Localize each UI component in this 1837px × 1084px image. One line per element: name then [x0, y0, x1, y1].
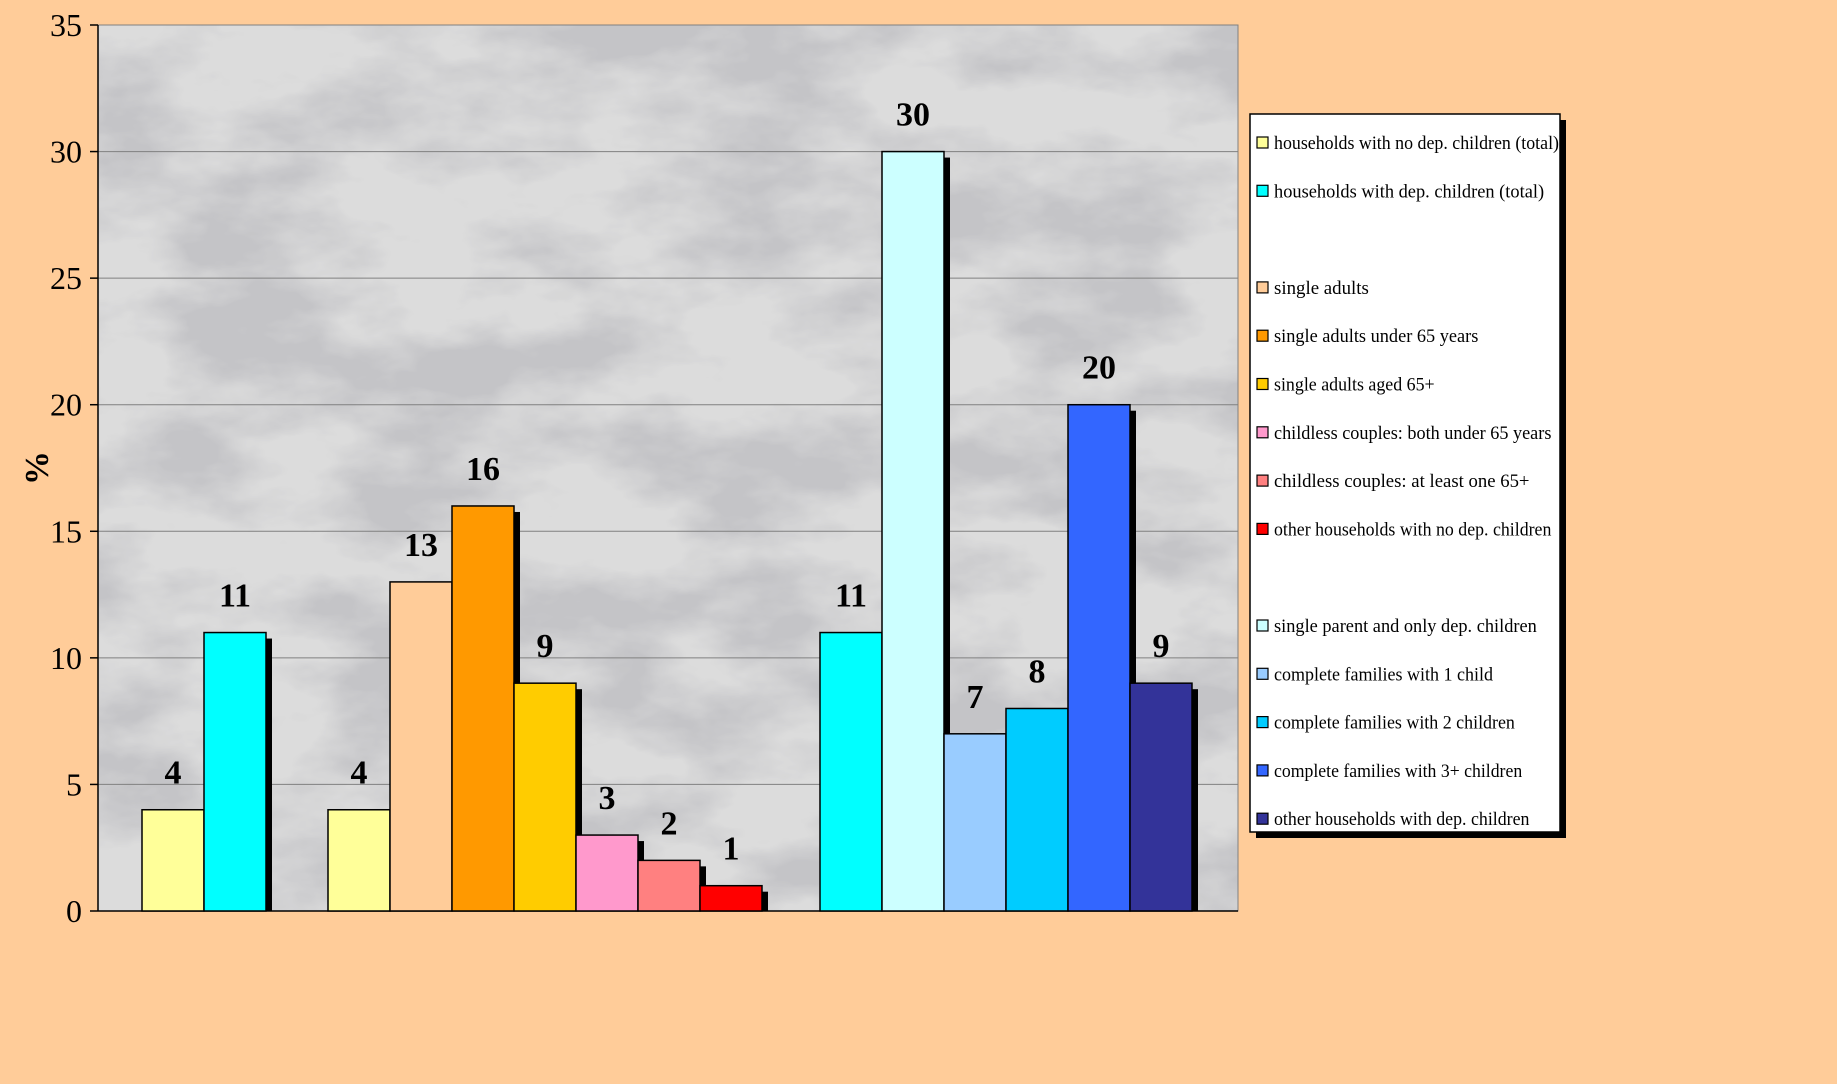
bar — [575, 834, 639, 912]
legend-label: households with dep. children (total) — [1274, 181, 1544, 202]
y-tick-label: 0 — [66, 893, 82, 929]
bar — [819, 631, 883, 912]
bar — [1067, 403, 1131, 912]
legend-label: childless couples: both under 65 years — [1274, 423, 1551, 444]
legend-swatch — [1256, 667, 1269, 680]
bar — [513, 682, 577, 912]
data-label: 9 — [1153, 628, 1170, 665]
legend: households with no dep. children (total)… — [1249, 113, 1566, 838]
data-label: 1 — [723, 831, 740, 868]
bar — [203, 631, 267, 912]
y-tick-label: 5 — [66, 766, 82, 802]
legend-label: complete families with 1 child — [1274, 664, 1493, 685]
data-label: 13 — [404, 527, 438, 564]
data-label: 2 — [661, 805, 678, 842]
data-label: 11 — [835, 578, 867, 615]
bars — [141, 150, 1198, 912]
legend-swatch — [1256, 715, 1269, 729]
legend-label: households with no dep. children (total) — [1274, 133, 1559, 154]
bar — [699, 884, 763, 912]
bar — [1005, 707, 1069, 912]
legend-swatch — [1256, 184, 1269, 197]
legend-swatch — [1256, 377, 1269, 391]
legend-swatch — [1256, 136, 1269, 149]
legend-label: complete families with 2 children — [1274, 713, 1515, 734]
data-label: 8 — [1029, 653, 1046, 690]
bar — [637, 859, 701, 912]
bar — [881, 150, 945, 912]
bar — [451, 505, 515, 912]
legend-swatch — [1256, 329, 1269, 342]
data-label: 3 — [599, 780, 616, 817]
legend-label: complete families with 3+ children — [1274, 761, 1523, 782]
y-tick-label: 35 — [50, 7, 82, 43]
data-label: 16 — [466, 451, 500, 488]
legend-label: single adults aged 65+ — [1274, 375, 1435, 396]
legend-swatch — [1256, 474, 1269, 487]
legend-swatch — [1256, 426, 1269, 439]
y-tick-label: 10 — [50, 640, 82, 676]
data-label: 9 — [537, 628, 554, 665]
bar — [1129, 682, 1193, 912]
legend-label: single adults — [1274, 278, 1369, 299]
bar — [389, 581, 453, 912]
y-tick-label: 25 — [50, 260, 82, 296]
data-label: 30 — [896, 97, 930, 134]
legend-swatch — [1256, 619, 1269, 632]
data-label: 20 — [1082, 350, 1116, 387]
y-tick-label: 15 — [50, 513, 82, 549]
y-tick-label: 20 — [50, 387, 82, 423]
legend-swatch — [1256, 812, 1269, 825]
legend-label: childless couples: at least one 65+ — [1274, 471, 1530, 492]
bar — [141, 808, 205, 912]
legend-swatch — [1256, 764, 1269, 777]
legend-swatch — [1256, 522, 1269, 536]
y-axis-label: % — [19, 451, 56, 485]
data-label: 4 — [351, 755, 368, 792]
legend-box — [1249, 113, 1561, 833]
legend-swatch — [1256, 281, 1269, 294]
legend-label: other households with no dep. children — [1274, 519, 1552, 540]
legend-label: single parent and only dep. children — [1274, 616, 1537, 637]
data-label: 11 — [219, 578, 251, 615]
data-label: 4 — [165, 755, 182, 792]
legend-label: other households with dep. children — [1274, 809, 1530, 830]
legend-label: single adults under 65 years — [1274, 326, 1478, 347]
data-label: 7 — [967, 679, 984, 716]
bar — [943, 733, 1007, 912]
y-tick-label: 30 — [50, 134, 82, 170]
bar — [327, 808, 391, 912]
